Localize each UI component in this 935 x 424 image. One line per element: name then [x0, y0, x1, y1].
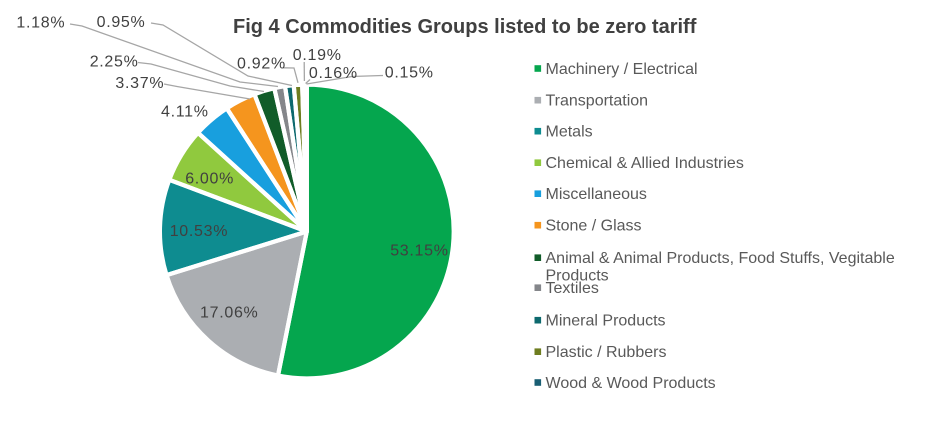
- svg-text:Plastic / Rubbers: Plastic / Rubbers: [546, 344, 667, 361]
- svg-text:4.11%: 4.11%: [161, 103, 209, 120]
- svg-text:0.19%: 0.19%: [293, 47, 342, 64]
- svg-text:53.15%: 53.15%: [390, 242, 448, 259]
- svg-text:0.16%: 0.16%: [309, 65, 358, 82]
- svg-text:17.06%: 17.06%: [200, 305, 258, 322]
- svg-text:Miscellaneous: Miscellaneous: [546, 186, 647, 203]
- svg-text:Metals: Metals: [546, 124, 593, 141]
- svg-text:6.00%: 6.00%: [185, 170, 234, 187]
- svg-text:1.18%: 1.18%: [16, 15, 65, 32]
- svg-text:Wood & Wood Products: Wood & Wood Products: [546, 375, 716, 392]
- svg-text:Stone / Glass: Stone / Glass: [546, 218, 642, 235]
- svg-text:Animal & Animal Products, Food: Animal & Animal Products, Food Stuffs, V…: [546, 250, 895, 267]
- svg-text:2.25%: 2.25%: [90, 54, 139, 71]
- svg-text:Chemical & Allied Industries: Chemical & Allied Industries: [546, 155, 744, 172]
- svg-text:Machinery / Electrical: Machinery / Electrical: [546, 61, 698, 78]
- svg-text:0.95%: 0.95%: [97, 14, 146, 31]
- svg-text:Textiles: Textiles: [546, 280, 599, 297]
- svg-text:Transportation: Transportation: [546, 93, 649, 110]
- svg-text:Products: Products: [546, 268, 609, 285]
- svg-text:Mineral Products: Mineral Products: [546, 313, 666, 330]
- svg-text:Fig 4 Commodities Groups liste: Fig 4 Commodities Groups listed to be ze…: [233, 16, 697, 38]
- svg-text:0.15%: 0.15%: [385, 64, 434, 81]
- svg-text:3.37%: 3.37%: [115, 75, 164, 92]
- svg-text:10.53%: 10.53%: [170, 223, 228, 240]
- svg-text:0.92%: 0.92%: [237, 55, 286, 72]
